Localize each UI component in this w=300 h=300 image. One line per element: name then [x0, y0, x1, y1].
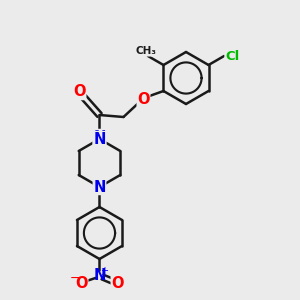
Text: O: O	[75, 277, 88, 292]
Text: N: N	[93, 131, 106, 146]
Text: O: O	[73, 85, 86, 100]
Text: O: O	[111, 277, 124, 292]
Text: CH₃: CH₃	[135, 46, 156, 56]
Text: O: O	[137, 92, 150, 106]
Text: −: −	[69, 272, 80, 284]
Text: +: +	[100, 266, 109, 276]
Text: N: N	[93, 268, 106, 283]
Text: N: N	[93, 179, 106, 194]
Text: N: N	[93, 130, 106, 145]
Text: Cl: Cl	[225, 50, 239, 62]
